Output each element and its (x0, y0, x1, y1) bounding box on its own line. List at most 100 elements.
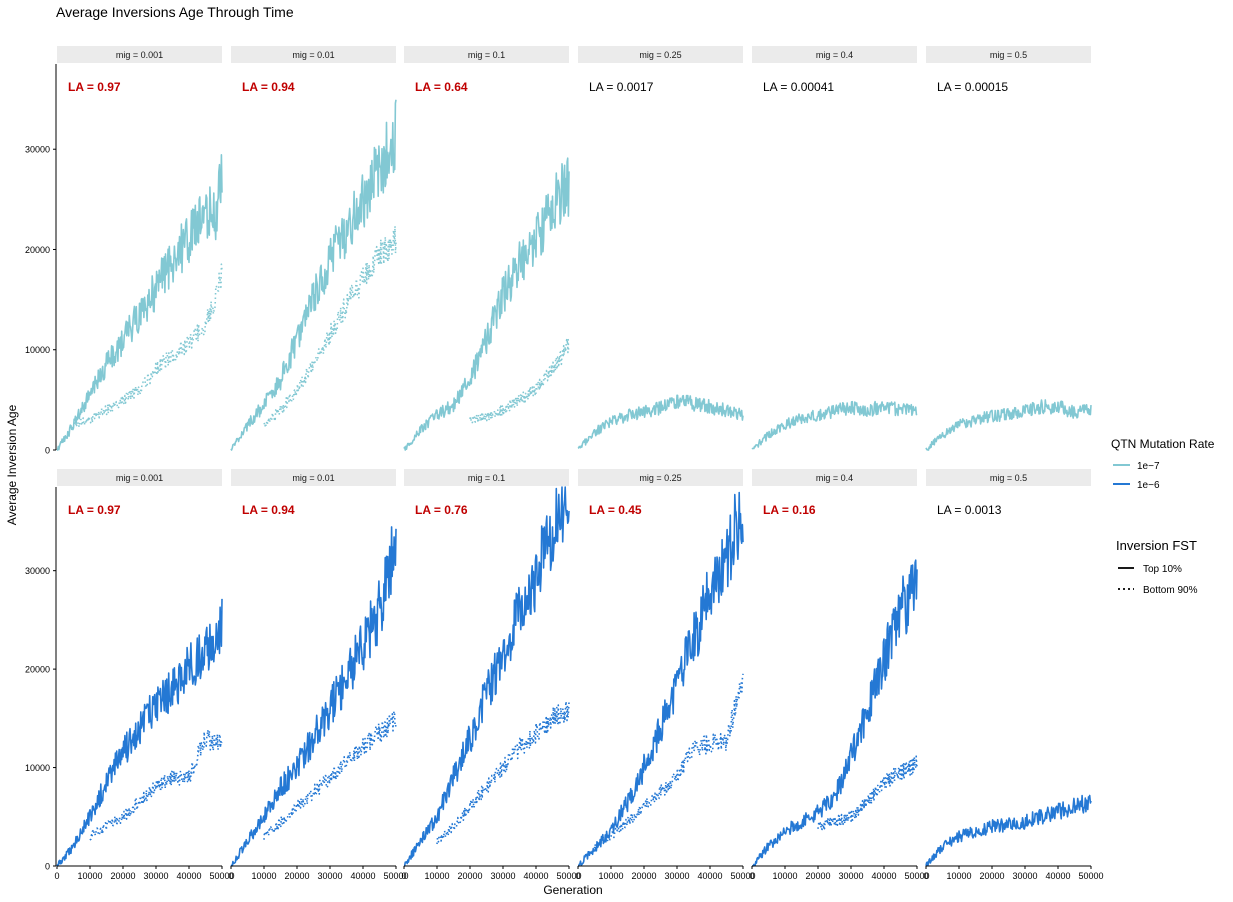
y-tick-label: 20000 (25, 665, 50, 675)
series-line-top-10 (403, 157, 570, 451)
facet-strip-label: mig = 0.25 (639, 473, 681, 483)
facet-strip (926, 46, 1091, 63)
x-tick-label: 0 (54, 871, 59, 881)
y-axis-label: Average Inversion Age (5, 404, 19, 525)
la-annotation: LA = 0.16 (763, 503, 816, 517)
x-tick-label: 40000 (350, 871, 375, 881)
facet-strip-label: mig = 0.01 (292, 50, 334, 60)
x-tick-label: 0 (401, 871, 406, 881)
x-tick-label: 0 (575, 871, 580, 881)
x-tick-label: 40000 (697, 871, 722, 881)
x-tick-label: 20000 (979, 871, 1004, 881)
series-line-top-10 (925, 399, 1092, 451)
series-line-bottom-90 (469, 338, 570, 424)
facet-strip-label: mig = 0.4 (816, 473, 853, 483)
series-line-top-10 (751, 400, 918, 450)
facet-strip (578, 46, 743, 63)
legend-color-label-1e-7: 1e−7 (1137, 461, 1160, 472)
chart-title: Average Inversions Age Through Time (56, 4, 294, 20)
x-tick-label: 50000 (209, 871, 234, 881)
x-tick-label: 30000 (317, 871, 342, 881)
la-annotation: LA = 0.00041 (763, 80, 834, 94)
facet-strip (578, 469, 743, 486)
y-tick-label: 0 (45, 862, 50, 872)
facet-strip (57, 469, 222, 486)
series-line-top-10 (751, 559, 918, 867)
x-tick-label: 10000 (772, 871, 797, 881)
facet-strip-label: mig = 0.01 (292, 473, 334, 483)
x-tick-label: 40000 (523, 871, 548, 881)
facet-strip (752, 469, 917, 486)
x-tick-label: 20000 (631, 871, 656, 881)
y-tick-label: 10000 (25, 763, 50, 773)
series-line-top-10 (230, 526, 397, 867)
la-annotation: LA = 0.76 (415, 503, 468, 517)
y-tick-label: 0 (45, 446, 50, 456)
facet-strip (926, 469, 1091, 486)
x-tick-label: 0 (923, 871, 928, 881)
series-line-top-10 (230, 99, 397, 451)
x-tick-label: 20000 (110, 871, 135, 881)
series-line-top-10 (56, 154, 223, 451)
x-tick-label: 30000 (838, 871, 863, 881)
x-tick-label: 50000 (1078, 871, 1103, 881)
facet-strip-label: mig = 0.1 (468, 50, 505, 60)
y-tick-label: 20000 (25, 245, 50, 255)
la-annotation: LA = 0.64 (415, 80, 468, 94)
la-annotation: LA = 0.0013 (937, 503, 1002, 517)
legend-color-label-1e-6: 1e−6 (1137, 480, 1160, 491)
series-line-bottom-90 (263, 710, 397, 840)
facet-strip (752, 46, 917, 63)
legend-linetype-label-bottom: Bottom 90% (1143, 585, 1198, 596)
facet-strip-label: mig = 0.5 (990, 473, 1027, 483)
x-tick-label: 10000 (424, 871, 449, 881)
facet-strip-label: mig = 0.5 (990, 50, 1027, 60)
la-annotation: LA = 0.00015 (937, 80, 1008, 94)
series-line-bottom-90 (817, 755, 918, 831)
series-line-top-10 (925, 794, 1092, 867)
facet-strip (231, 469, 396, 486)
facet-strip (57, 46, 222, 63)
x-axis-label: Generation (543, 883, 602, 897)
la-annotation: LA = 0.0017 (589, 80, 654, 94)
x-tick-label: 50000 (556, 871, 581, 881)
facet-strip (404, 46, 569, 63)
legend-linetype-label-top: Top 10% (1143, 564, 1182, 575)
series-line-bottom-90 (89, 729, 223, 841)
facet-strip (404, 469, 569, 486)
x-tick-label: 40000 (1045, 871, 1070, 881)
la-annotation: LA = 0.97 (68, 503, 121, 517)
y-tick-label: 30000 (25, 566, 50, 576)
x-tick-label: 20000 (284, 871, 309, 881)
x-tick-label: 30000 (664, 871, 689, 881)
x-tick-label: 10000 (77, 871, 102, 881)
facet-strip-label: mig = 0.001 (116, 50, 163, 60)
x-tick-label: 50000 (730, 871, 755, 881)
la-annotation: LA = 0.45 (589, 503, 642, 517)
la-annotation: LA = 0.94 (242, 503, 295, 517)
la-annotation: LA = 0.94 (242, 80, 295, 94)
y-tick-label: 30000 (25, 145, 50, 155)
x-tick-label: 20000 (805, 871, 830, 881)
series-line-top-10 (56, 598, 223, 867)
x-tick-label: 10000 (251, 871, 276, 881)
x-tick-label: 20000 (457, 871, 482, 881)
series-line-top-10 (577, 491, 744, 867)
series-line-top-10 (403, 486, 570, 867)
x-tick-label: 0 (749, 871, 754, 881)
x-tick-label: 40000 (176, 871, 201, 881)
legend-linetype-title: Inversion FST (1116, 538, 1197, 553)
series-line-bottom-90 (73, 263, 223, 428)
legend-color-title: QTN Mutation Rate (1111, 437, 1215, 451)
x-tick-label: 40000 (871, 871, 896, 881)
facet-strip-label: mig = 0.1 (468, 473, 505, 483)
x-tick-label: 10000 (946, 871, 971, 881)
legend: QTN Mutation Rate 1e−7 1e−6 Inversion FS… (1111, 437, 1215, 596)
x-tick-label: 50000 (904, 871, 929, 881)
series-line-top-10 (577, 394, 744, 449)
facet-panels: 0 10000 20000 30000 mig = 0.001 LA = 0.97 mig … (25, 46, 1104, 881)
series-line-bottom-90 (263, 225, 397, 428)
series-line-bottom-90 (436, 700, 570, 845)
y-tick-label: 10000 (25, 345, 50, 355)
